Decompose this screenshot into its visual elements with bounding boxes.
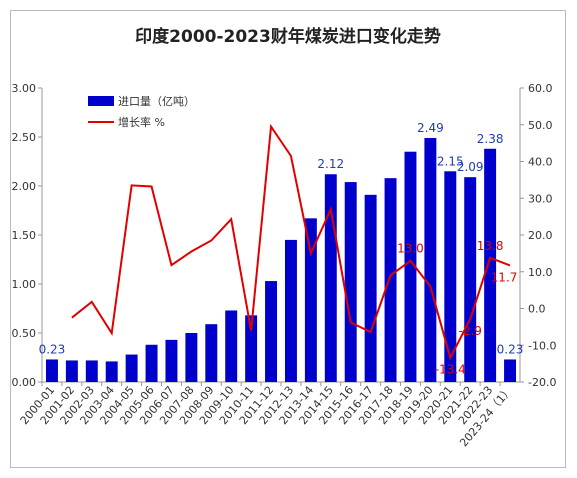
legend-label: 增长率 % — [118, 115, 165, 129]
bar — [304, 218, 317, 382]
bar-value-label: 0.23 — [39, 342, 66, 356]
bar — [404, 151, 417, 382]
line-value-label: 13.8 — [477, 239, 504, 253]
bar — [45, 359, 58, 382]
y2-tick-label: -10.0 — [528, 339, 556, 352]
bar — [265, 281, 278, 382]
bar — [464, 177, 477, 382]
bar — [165, 339, 178, 382]
bar — [65, 360, 78, 382]
bar — [105, 361, 118, 382]
line-value-label: -13.4 — [435, 363, 466, 377]
y-tick-label: 0.50 — [12, 327, 37, 340]
bar — [504, 359, 517, 382]
bar — [344, 182, 357, 382]
line-value-label: 11.7 — [491, 271, 518, 285]
bar-value-label: 2.12 — [317, 157, 344, 171]
y2-tick-label: 30.0 — [528, 192, 553, 205]
y-tick-label: 3.00 — [12, 82, 37, 95]
line-value-label: 13.0 — [397, 242, 424, 256]
y-tick-label: 2.50 — [12, 131, 37, 144]
legend-swatch — [88, 96, 114, 106]
y-tick-label: 1.50 — [12, 229, 37, 242]
bar-value-label: 0.23 — [497, 342, 524, 356]
bar — [384, 178, 397, 382]
y2-tick-label: 20.0 — [528, 229, 553, 242]
bar — [444, 171, 457, 382]
bar-value-label: 2.38 — [477, 132, 504, 146]
bar — [185, 333, 198, 382]
y-tick-label: 1.00 — [12, 278, 37, 291]
legend-label: 进口量（亿吨） — [118, 95, 195, 108]
bar — [85, 360, 98, 382]
y2-tick-label: 60.0 — [528, 82, 553, 95]
bar — [125, 354, 138, 382]
bar — [484, 148, 497, 382]
y-tick-label: 2.00 — [12, 180, 37, 193]
bar — [284, 239, 297, 382]
y2-tick-label: 40.0 — [528, 156, 553, 169]
y2-tick-label: 50.0 — [528, 119, 553, 132]
bar — [364, 194, 377, 382]
y-tick-label: 0.00 — [12, 376, 37, 389]
bar-value-label: 2.49 — [417, 121, 444, 135]
bar-value-label: 2.15 — [437, 154, 464, 168]
line-series — [71, 123, 511, 361]
chart-title: 印度2000-2023财年煤炭进口变化走势 — [135, 26, 441, 47]
y2-tick-label: 0.0 — [528, 303, 546, 316]
bar-value-label: 2.09 — [457, 160, 484, 174]
bar — [225, 310, 238, 382]
bar — [145, 344, 158, 382]
bar — [424, 137, 437, 382]
bar — [205, 324, 218, 382]
bar — [324, 174, 337, 382]
y2-tick-label: 10.0 — [528, 266, 553, 279]
bar — [245, 315, 258, 382]
line-value-label: -2.9 — [458, 324, 481, 338]
y2-tick-label: -20.0 — [528, 376, 556, 389]
